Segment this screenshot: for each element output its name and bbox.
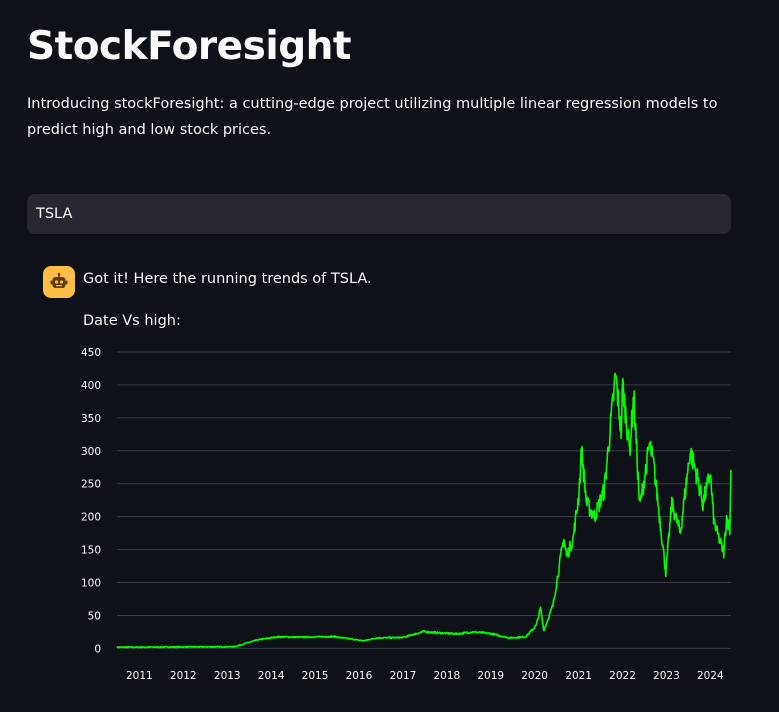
x-tick-label: 2023 [653, 670, 680, 682]
x-tick-label: 2021 [565, 670, 592, 682]
x-tick-label: 2014 [258, 670, 285, 682]
intro-text: Introducing stockForesight: a cutting-ed… [27, 96, 718, 138]
y-tick-label: 50 [88, 610, 101, 622]
y-tick-label: 100 [81, 578, 101, 590]
x-tick-label: 2013 [214, 670, 241, 682]
x-tick-label: 2015 [302, 670, 329, 682]
y-tick-label: 450 [81, 347, 101, 359]
y-tick-label: 150 [81, 545, 101, 557]
ticker-input-value: TSLA [36, 206, 73, 222]
x-tick-label: 2024 [697, 670, 724, 682]
assistant-message: Got it! Here the running trends of TSLA. [83, 271, 372, 287]
y-tick-label: 400 [81, 380, 101, 392]
chart-grid [117, 351, 731, 649]
y-tick-label: 300 [81, 446, 101, 458]
x-tick-label: 2022 [609, 670, 636, 682]
chart-caption: Date Vs high: [83, 313, 181, 329]
robot-icon [43, 266, 75, 298]
series-layer [116, 372, 732, 649]
x-tick-label: 2018 [433, 670, 460, 682]
ticker-input[interactable]: TSLA [27, 194, 731, 234]
robot-glyph [50, 272, 68, 288]
x-tick-label: 2011 [126, 670, 153, 682]
x-tick-label: 2016 [346, 670, 373, 682]
x-tick-label: 2020 [521, 670, 548, 682]
page-title: StockForesight [27, 24, 352, 69]
x-tick-label: 2012 [170, 670, 197, 682]
y-tick-label: 350 [81, 413, 101, 425]
y-tick-label: 250 [81, 479, 101, 491]
y-axis-ticks: 0 50 100 150 200 250 300 350 400 450 [81, 347, 101, 655]
y-tick-label: 200 [81, 512, 101, 524]
y-tick-label: 0 [94, 643, 101, 655]
series-line-high [116, 372, 732, 649]
x-tick-label: 2017 [390, 670, 417, 682]
x-axis-ticks: 2011 2012 2013 2014 2015 2016 2017 2018 2019 2020… [126, 670, 724, 682]
x-tick-label: 2019 [477, 670, 504, 682]
